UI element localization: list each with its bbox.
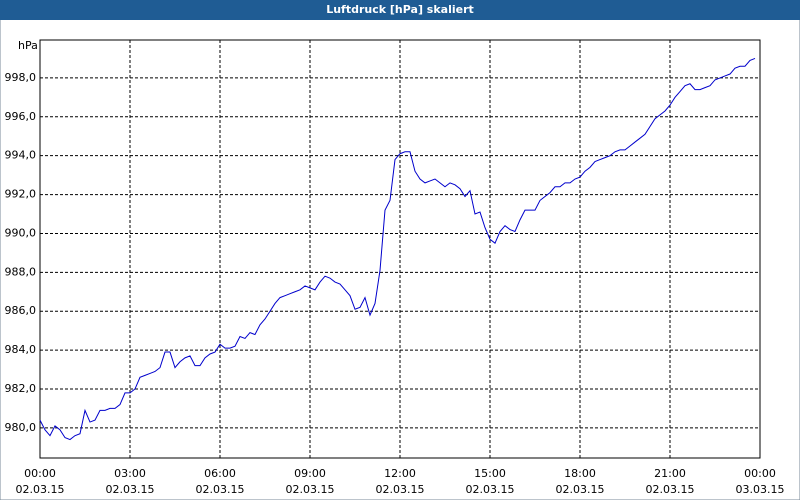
x-tick-date: 02.03.15 — [196, 483, 245, 496]
x-tick-date: 02.03.15 — [16, 483, 65, 496]
x-tick-date: 02.03.15 — [646, 483, 695, 496]
y-tick-label: 980,0 — [5, 421, 37, 434]
x-tick-label: 21:00 — [654, 467, 686, 480]
x-tick-label: 03:00 — [114, 467, 146, 480]
x-tick-label: 18:00 — [564, 467, 596, 480]
y-tick-label: 990,0 — [5, 226, 37, 239]
x-tick-date: 02.03.15 — [376, 483, 425, 496]
x-tick-date: 02.03.15 — [556, 483, 605, 496]
x-tick-label: 06:00 — [204, 467, 236, 480]
x-tick-label: 00:00 — [24, 467, 56, 480]
y-tick-label: 992,0 — [5, 188, 37, 201]
x-tick-label: 09:00 — [294, 467, 326, 480]
x-tick-date: 03.03.15 — [736, 483, 785, 496]
x-tick-label: 00:00 — [744, 467, 776, 480]
x-tick-label: 12:00 — [384, 467, 416, 480]
y-tick-label: 982,0 — [5, 382, 37, 395]
y-unit: hPa — [18, 39, 38, 52]
x-tick-label: 15:00 — [474, 467, 506, 480]
y-tick-label: 988,0 — [5, 265, 37, 278]
y-tick-label: 986,0 — [5, 304, 37, 317]
y-tick-label: 998,0 — [5, 71, 37, 84]
x-tick-date: 02.03.15 — [466, 483, 515, 496]
y-tick-label: 994,0 — [5, 149, 37, 162]
chart-title: Luftdruck [hPa] skaliert — [326, 3, 474, 16]
y-tick-label: 984,0 — [5, 343, 37, 356]
x-tick-date: 02.03.15 — [286, 483, 335, 496]
data-line — [39, 58, 756, 441]
plot-area — [39, 39, 761, 459]
title-bar — [0, 0, 800, 20]
x-tick-date: 02.03.15 — [106, 483, 155, 496]
y-tick-label: 996,0 — [5, 110, 37, 123]
